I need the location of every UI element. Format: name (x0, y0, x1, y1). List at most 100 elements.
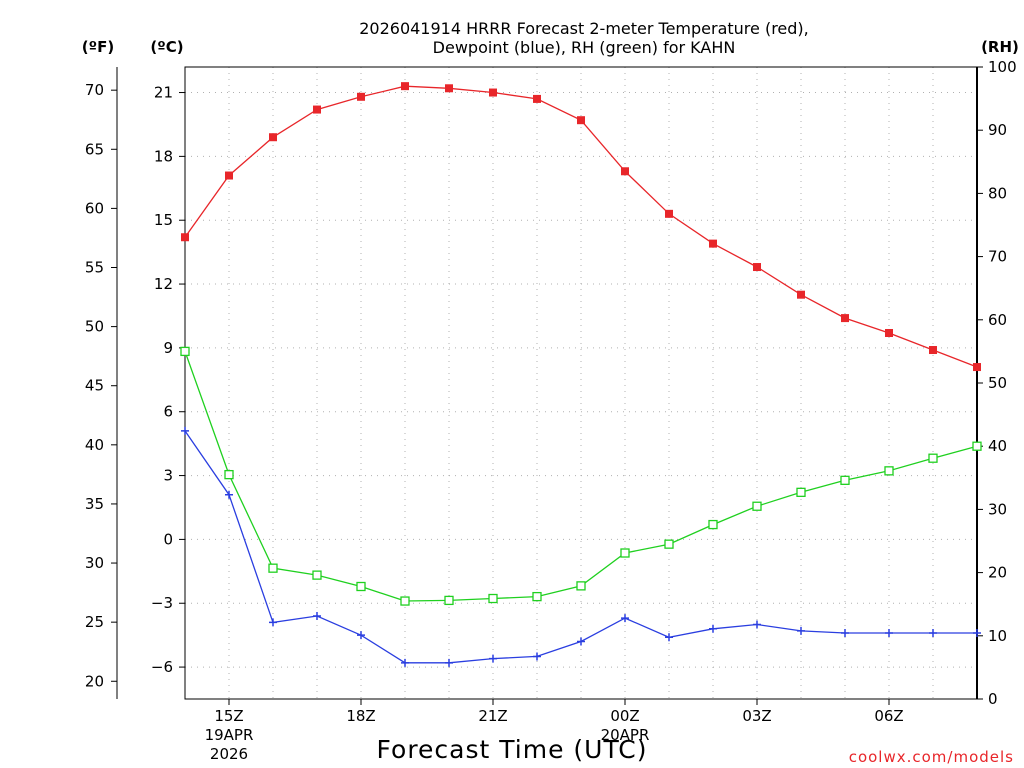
x-tick-label: 18Z (346, 707, 375, 725)
rh-point (972, 441, 982, 451)
fahrenheit-unit-label: (ºF) (82, 38, 114, 56)
celsius-tick-label: 0 (163, 530, 173, 548)
rh-tick-label: 80 (988, 184, 1007, 202)
dewpoint-point (225, 490, 233, 499)
rh-point (576, 581, 586, 591)
dewpoint-point (445, 658, 453, 667)
rh-point (400, 596, 410, 606)
celsius-tick-label: −3 (151, 594, 173, 612)
x-tick-label: 15Z (214, 707, 243, 725)
temperature-point (357, 92, 365, 101)
fahrenheit-tick-label: 25 (85, 613, 104, 631)
dewpoint-point (797, 626, 805, 635)
fahrenheit-tick-label: 70 (85, 81, 104, 99)
series (180, 82, 982, 667)
rh-tick-label: 60 (988, 311, 1007, 329)
dewpoint-point (577, 637, 585, 646)
rh-line (184, 351, 978, 602)
rh-tick-label: 40 (988, 437, 1007, 455)
dewpoint-point (533, 652, 541, 661)
temperature-point (621, 167, 629, 176)
fahrenheit-tick-label: 40 (85, 436, 104, 454)
temperature-point (401, 82, 409, 91)
dewpoint-point (489, 654, 497, 663)
celsius-tick-label: 6 (163, 403, 173, 421)
rh-point (224, 469, 234, 480)
temperature-point (225, 171, 233, 180)
axes (116, 66, 978, 700)
x-tick-date: 20APR (601, 726, 650, 744)
rh-point (796, 487, 806, 497)
rh-point (884, 466, 894, 476)
rh-tick-label: 100 (988, 58, 1017, 76)
fahrenheit-tick-label: 45 (85, 377, 104, 395)
grid-lines (185, 67, 977, 699)
dewpoint-line (184, 430, 977, 664)
dewpoint-point (973, 629, 981, 638)
celsius-tick-label: 21 (154, 84, 173, 102)
credit-text: coolwx.com/models (849, 748, 1014, 766)
x-tick-label: 21Z (478, 707, 507, 725)
rh-tick-label: 70 (988, 248, 1007, 266)
celsius-tick-label: 18 (154, 147, 173, 165)
dewpoint-point (269, 618, 277, 627)
x-tick-date: 19APR (205, 726, 254, 744)
dewpoint-point (357, 631, 365, 640)
temperature-point (445, 84, 453, 93)
temperature-point (885, 328, 893, 337)
plot-frame (184, 66, 978, 700)
chart-title-line2: Dewpoint (blue), RH (green) for KAHN (433, 38, 736, 57)
dewpoint-point (841, 629, 849, 638)
rh-tick-label: 50 (988, 374, 1007, 392)
temperature-point (269, 133, 277, 142)
rh-point (620, 548, 630, 558)
celsius-unit-label: (ºC) (150, 38, 183, 56)
dewpoint-point (929, 629, 937, 638)
rh-point (488, 593, 498, 604)
x-tick-label: 00Z (610, 707, 639, 725)
fahrenheit-tick-label: 65 (85, 140, 104, 158)
celsius-tick-label: 3 (163, 467, 173, 485)
celsius-tick-label: 12 (154, 275, 173, 293)
fahrenheit-tick-label: 55 (85, 258, 104, 276)
chart-title-line1: 2026041914 HRRR Forecast 2-meter Tempera… (359, 19, 809, 38)
temperature-point (533, 94, 541, 103)
rh-point (312, 570, 322, 580)
rh-point (180, 346, 190, 357)
temperature-line (184, 85, 978, 368)
dewpoint-point (181, 426, 189, 435)
dewpoint-point (753, 620, 761, 629)
temperature-point (665, 209, 673, 218)
rh-point (356, 581, 366, 592)
rh-point (268, 563, 278, 573)
rh-tick-label: 20 (988, 564, 1007, 582)
rh-point (840, 475, 850, 485)
rh-unit-label: (RH) (981, 38, 1019, 56)
x-tick-year: 2026 (210, 745, 248, 763)
dewpoint-point (401, 658, 409, 667)
rh-tick-label: 10 (988, 627, 1007, 645)
celsius-tick-label: 15 (154, 211, 173, 229)
fahrenheit-tick-label: 50 (85, 318, 104, 336)
temperature-point (753, 263, 761, 272)
fahrenheit-tick-label: 30 (85, 554, 104, 572)
rh-point (444, 595, 454, 606)
celsius-tick-labels: 21 18 15 12 9 6 3 0 −3 −6 (151, 84, 185, 676)
fahrenheit-tick-label: 35 (85, 495, 104, 513)
rh-tick-label: 30 (988, 500, 1007, 518)
rh-tick-label: 0 (988, 690, 998, 708)
dewpoint-point (665, 633, 673, 642)
rh-point (532, 591, 542, 602)
celsius-tick-label: 9 (163, 339, 173, 357)
temperature-point (489, 88, 497, 97)
rh-tick-label: 90 (988, 121, 1007, 139)
rh-point (664, 539, 674, 549)
temperature-point (709, 239, 717, 248)
x-tick-label: 03Z (742, 707, 771, 725)
rh-point (708, 519, 718, 530)
fahrenheit-tick-labels: 70 65 60 55 50 45 40 35 30 25 20 (85, 81, 117, 690)
temperature-point (577, 116, 585, 125)
temperature-point (313, 105, 321, 114)
